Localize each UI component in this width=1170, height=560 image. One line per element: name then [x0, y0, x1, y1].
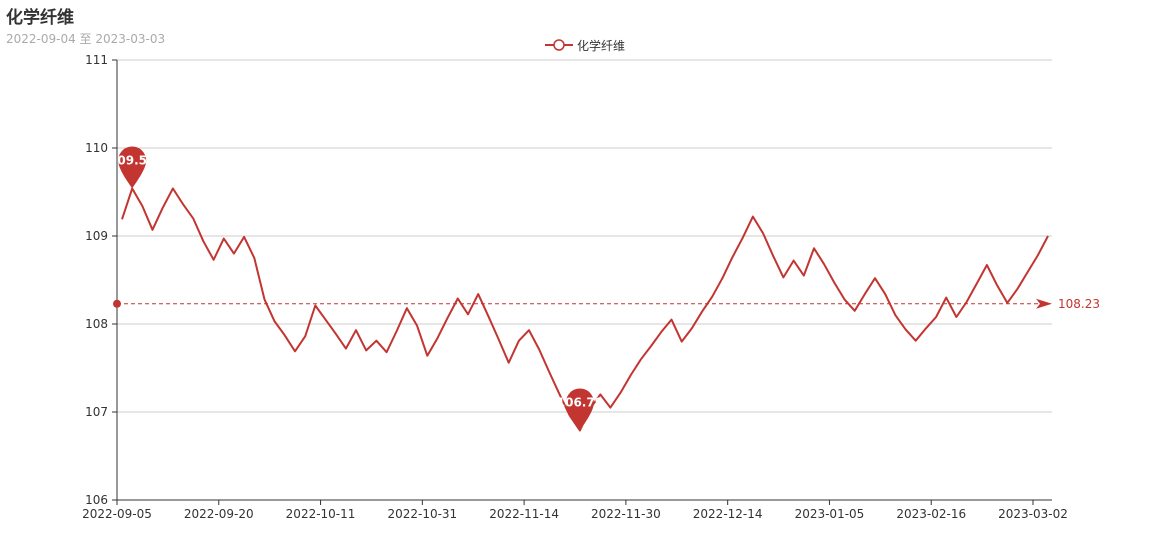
y-tick-label: 106 — [85, 493, 108, 507]
axes: 106 107 108 109 110 111 2022-09-05 2022-09-20 20… — [82, 53, 1068, 521]
x-tick-label: 2022-09-05 — [82, 507, 152, 521]
average-line-label: 108.23 — [1058, 297, 1100, 311]
y-tick-label: 108 — [85, 317, 108, 331]
x-tick-label: 2022-10-11 — [286, 507, 356, 521]
y-tick-label: 111 — [85, 53, 108, 67]
y-tick-label: 110 — [85, 141, 108, 155]
circle-line-icon — [545, 39, 573, 51]
x-tick-label: 2022-10-31 — [387, 507, 457, 521]
x-tick-label: 2023-03-02 — [998, 507, 1068, 521]
x-tick-label: 2023-01-05 — [795, 507, 865, 521]
chart-title: 化学纤维 — [6, 8, 74, 28]
average-line-start-dot — [113, 299, 121, 308]
y-tick-label: 109 — [85, 229, 108, 243]
max-mark-point-label: 109.54 — [109, 153, 155, 167]
x-tick-label: 2022-11-14 — [489, 507, 559, 521]
grid-lines — [117, 59, 1052, 413]
max-mark-point[interactable]: 109.54 — [109, 146, 155, 189]
max-mark-point-shape — [118, 146, 147, 189]
x-tick-label: 2022-09-20 — [184, 507, 254, 521]
x-tick-label: 2022-12-14 — [693, 507, 763, 521]
y-tick-label: 107 — [85, 405, 108, 419]
min-mark-point[interactable]: 106.79 — [557, 388, 603, 431]
chart-subtitle: 2022-09-04 至 2023-03-03 — [6, 32, 166, 46]
min-mark-point-label: 106.79 — [557, 395, 603, 409]
min-mark-point-shape — [565, 388, 594, 431]
legend-label: 化学纤维 — [577, 38, 626, 53]
average-line-arrow — [1036, 298, 1052, 309]
legend-item[interactable]: 化学纤维 — [545, 37, 625, 53]
x-tick-label: 2022-11-30 — [591, 507, 661, 521]
mark-points: 109.54 106.79 — [109, 146, 603, 431]
average-line: 108.23 — [113, 297, 1100, 311]
x-tick-label: 2023-02-16 — [896, 507, 966, 521]
